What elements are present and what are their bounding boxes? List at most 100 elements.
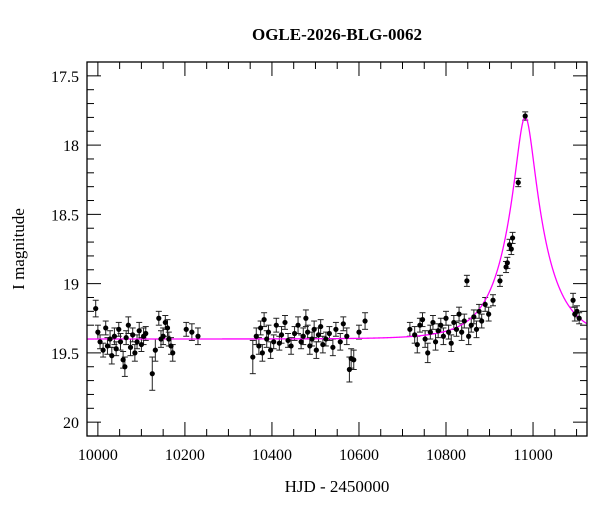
data-point (122, 364, 128, 370)
data-point (134, 339, 140, 345)
data-point (340, 321, 346, 327)
data-point (127, 344, 134, 350)
data-point (143, 330, 149, 337)
data-point (276, 340, 282, 346)
data-point (466, 333, 472, 339)
data-point (315, 332, 322, 338)
data-point (435, 328, 441, 334)
x-tick-label: 10800 (426, 447, 466, 464)
data-point (253, 333, 259, 339)
data-point (430, 319, 436, 326)
data-point (261, 317, 267, 323)
data-point (412, 332, 418, 338)
x-tick-labels: 10000 10200 10400 10600 10800 11000 (78, 447, 553, 464)
data-point (508, 246, 514, 252)
data-point (152, 347, 158, 353)
data-point (440, 333, 446, 339)
data-point (443, 315, 449, 321)
data-point (476, 308, 482, 314)
data-point (268, 347, 274, 353)
y-tick-label: 18.5 (51, 207, 79, 224)
x-tick-label: 10200 (165, 447, 205, 464)
data-point (282, 319, 288, 326)
data-point (419, 317, 426, 323)
data-point (446, 329, 452, 335)
data-point (464, 278, 470, 284)
data-point (291, 330, 298, 337)
data-point (427, 329, 433, 335)
data-point (432, 339, 439, 345)
data-point (189, 329, 195, 335)
data-point (414, 341, 420, 348)
error-bars (92, 111, 583, 391)
data-point (576, 315, 582, 321)
data-point (422, 336, 428, 342)
data-point (93, 305, 99, 312)
x-axis-label: HJD - 2450000 (285, 477, 390, 496)
data-point (95, 329, 101, 335)
data-point (125, 322, 131, 328)
data-point (256, 343, 262, 349)
data-point (164, 325, 171, 331)
data-point (362, 318, 368, 324)
data-point (160, 333, 166, 339)
data-point (318, 323, 324, 330)
data-points (93, 113, 582, 377)
data-point (313, 347, 319, 353)
data-point (156, 315, 162, 321)
data-point (333, 326, 339, 332)
data-point (522, 113, 528, 119)
data-point (109, 353, 115, 359)
data-point (330, 344, 336, 350)
plot-frame (86, 61, 588, 437)
data-point (170, 350, 176, 356)
data-point (265, 329, 272, 335)
data-point (258, 325, 264, 331)
data-point (482, 301, 488, 308)
data-point (168, 343, 174, 349)
data-point (456, 311, 462, 317)
data-point (273, 322, 279, 328)
data-point (309, 336, 315, 342)
data-point (183, 326, 189, 332)
y-tick-label: 19 (63, 277, 79, 294)
data-point (116, 326, 122, 332)
data-point (351, 357, 357, 363)
data-point (264, 336, 270, 342)
data-point (574, 308, 580, 314)
data-point (100, 347, 106, 353)
data-point (459, 329, 465, 335)
data-point (326, 330, 332, 337)
data-point (271, 339, 277, 345)
data-point (407, 326, 413, 332)
data-point (305, 329, 311, 335)
data-point (453, 326, 460, 332)
data-point (103, 325, 109, 331)
data-point (130, 332, 136, 338)
x-tick-label: 10000 (78, 447, 118, 464)
y-tick-label: 18 (63, 138, 79, 155)
data-point (337, 339, 343, 345)
data-point (486, 311, 492, 317)
data-point (425, 350, 431, 356)
x-tick-label: 10600 (339, 447, 379, 464)
data-point (506, 242, 513, 248)
data-point (346, 366, 353, 373)
data-point (120, 357, 126, 363)
data-point (451, 319, 457, 326)
data-point (344, 333, 350, 339)
data-point (356, 329, 362, 335)
data-point (132, 350, 138, 356)
y-tick-labels: 17.5 18 18.5 19 19.5 20 (51, 69, 79, 432)
data-point (288, 343, 294, 349)
data-point (97, 339, 103, 345)
data-point (138, 341, 144, 348)
data-point (320, 341, 326, 348)
data-point (438, 322, 444, 328)
data-point (149, 371, 155, 377)
data-point (503, 264, 509, 270)
data-point (471, 314, 477, 320)
y-tick-label: 20 (63, 415, 79, 432)
data-point (285, 337, 291, 344)
